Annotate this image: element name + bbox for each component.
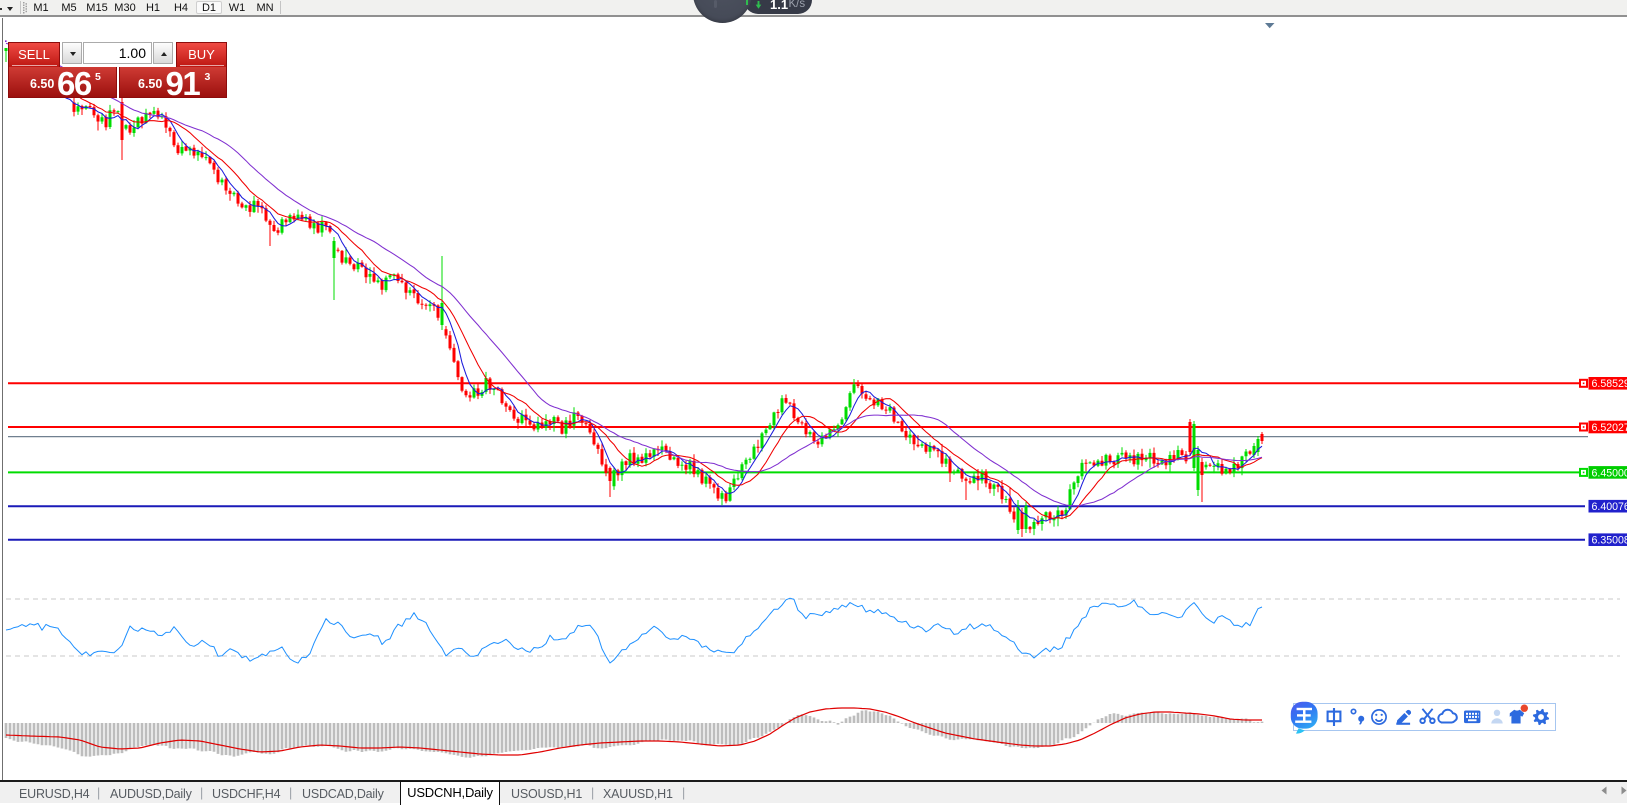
svg-text:6.35008: 6.35008 bbox=[1592, 535, 1627, 547]
svg-text:6.58529: 6.58529 bbox=[1592, 378, 1627, 390]
svg-text:6.40076: 6.40076 bbox=[1592, 501, 1627, 513]
svg-text:6.52027: 6.52027 bbox=[1592, 422, 1627, 434]
svg-text:6.45000: 6.45000 bbox=[1592, 467, 1627, 479]
